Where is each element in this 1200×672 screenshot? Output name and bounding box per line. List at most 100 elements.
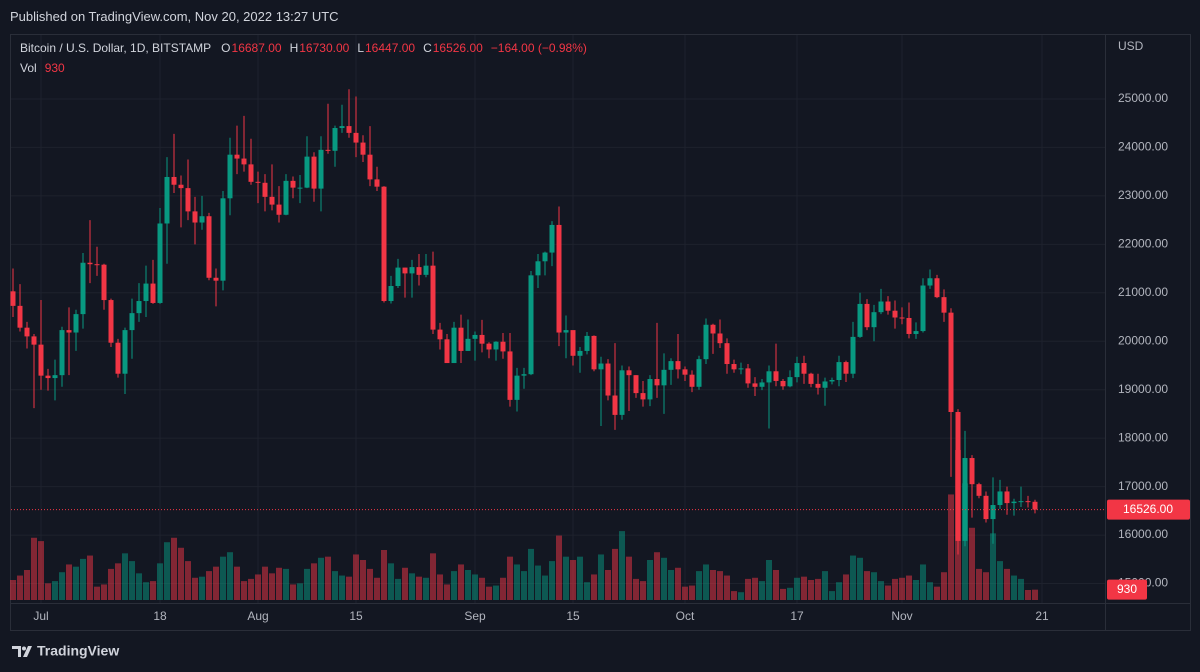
candle-body xyxy=(59,330,65,376)
candle-body xyxy=(269,196,275,205)
candle-body xyxy=(542,252,548,262)
candle-body xyxy=(248,164,254,182)
candle-body xyxy=(332,128,338,151)
candle-body xyxy=(976,484,982,496)
volume-bar xyxy=(682,586,688,600)
candle-body xyxy=(1018,501,1024,503)
candle-body xyxy=(801,363,807,374)
candle-body xyxy=(444,339,450,364)
x-tick-label: Aug xyxy=(247,609,268,623)
y-tick-label: 16000.00 xyxy=(1118,527,1168,541)
volume-bar xyxy=(465,570,471,600)
volume-bar xyxy=(864,571,870,600)
volume-bar xyxy=(766,560,772,600)
volume-bar xyxy=(815,578,821,600)
candle-body xyxy=(703,324,709,360)
x-tick-label: Sep xyxy=(464,609,486,623)
logo-dot xyxy=(22,646,26,651)
volume-bar xyxy=(101,584,107,600)
candle-body xyxy=(318,149,324,189)
candle-body xyxy=(654,379,660,386)
candle-body xyxy=(864,303,870,328)
volume-bar xyxy=(10,580,16,600)
volume-badge-label: 930 xyxy=(1117,582,1137,596)
volume-bar xyxy=(276,567,282,600)
volume-bar xyxy=(234,566,240,600)
candle-body xyxy=(171,176,177,185)
candle-body xyxy=(1032,501,1038,510)
volume-bar xyxy=(794,577,800,600)
candle-body xyxy=(731,364,737,370)
ohlc-value: 16447.00 xyxy=(365,41,416,55)
y-tick-label: 24000.00 xyxy=(1118,140,1168,154)
volume-bar xyxy=(528,548,534,600)
candle-body xyxy=(472,334,478,339)
candle-body xyxy=(430,265,436,330)
volume-bar xyxy=(535,565,541,600)
volume-bar xyxy=(675,567,681,600)
volume-bar xyxy=(703,564,709,600)
volume-bar xyxy=(710,570,716,600)
volume-badge xyxy=(1107,579,1147,600)
volume-bar xyxy=(38,541,44,600)
y-tick-label: 23000.00 xyxy=(1118,188,1168,202)
candle-body xyxy=(556,224,562,333)
volume-bar xyxy=(731,591,737,600)
last-price-badge xyxy=(1107,499,1190,520)
candle-body xyxy=(423,265,429,275)
candle-body xyxy=(983,495,989,520)
volume-bar xyxy=(591,574,597,600)
candle-body xyxy=(206,216,212,278)
candle-body xyxy=(451,327,457,364)
candle-body xyxy=(885,301,891,311)
volume-bar xyxy=(927,582,933,600)
candle-body xyxy=(710,324,716,334)
candle-body xyxy=(178,184,184,189)
x-tick-label: Nov xyxy=(891,609,912,623)
volume-bar xyxy=(395,578,401,600)
y-tick-label: 25000.00 xyxy=(1118,91,1168,105)
y-tick-label: 18000.00 xyxy=(1118,430,1168,444)
volume-bar xyxy=(759,581,765,600)
candle-body xyxy=(486,343,492,350)
volume-bar xyxy=(220,556,226,600)
candle-body xyxy=(815,383,821,388)
candle-body xyxy=(675,361,681,370)
volume-bar xyxy=(423,577,429,600)
volume-bar xyxy=(472,574,478,600)
candle-body xyxy=(262,182,268,197)
volume-bar xyxy=(164,542,170,600)
x-tick-label: 21 xyxy=(1035,609,1049,623)
volume-bar xyxy=(255,574,261,600)
volume-bar xyxy=(206,571,212,600)
volume-bar xyxy=(52,581,58,600)
candle-body xyxy=(619,370,625,415)
volume-bar xyxy=(157,563,163,600)
volume-bar xyxy=(976,568,982,600)
volume-bar xyxy=(773,570,779,600)
candle-body xyxy=(17,305,23,328)
volume-bar xyxy=(388,563,394,600)
candle-body xyxy=(647,379,653,400)
y-tick-label: 20000.00 xyxy=(1118,333,1168,347)
volume-bar xyxy=(24,570,30,600)
candle-body xyxy=(682,369,688,375)
volume-bar xyxy=(892,578,898,600)
volume-bar xyxy=(185,561,191,600)
candle-body xyxy=(367,154,373,180)
volume-bar xyxy=(1018,578,1024,600)
volume-bar xyxy=(143,582,149,600)
volume-bar xyxy=(115,563,121,600)
candle-body xyxy=(752,383,758,387)
candle-body xyxy=(717,333,723,344)
volume-bar xyxy=(717,571,723,600)
candle-body xyxy=(416,267,422,275)
volume-bar xyxy=(346,576,352,600)
volume-bar xyxy=(1025,590,1031,600)
volume-bar xyxy=(290,584,296,600)
volume-bar xyxy=(598,554,604,600)
candle-body xyxy=(577,350,583,356)
x-tick-label: 15 xyxy=(566,609,580,623)
volume-bar xyxy=(983,572,989,600)
change-value: −164.00 (−0.98%) xyxy=(490,41,587,55)
